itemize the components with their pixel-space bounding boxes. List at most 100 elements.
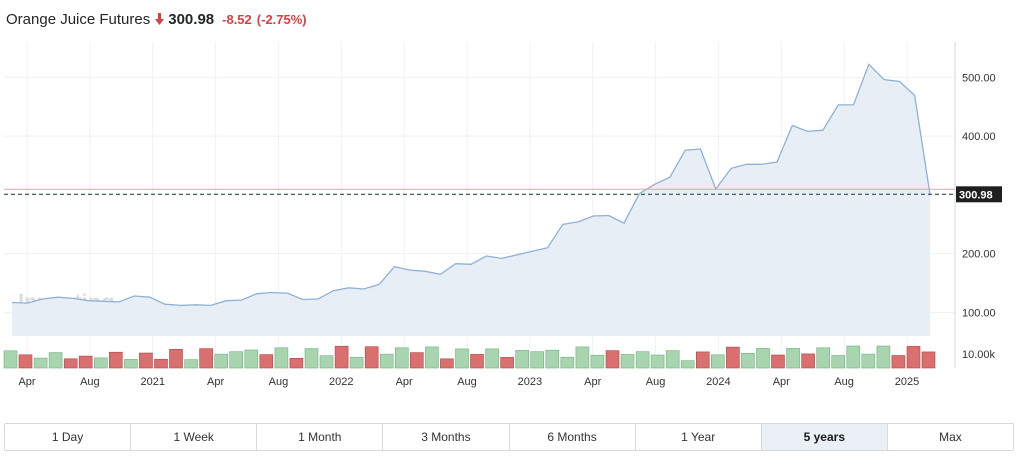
volume-bar bbox=[394, 347, 409, 369]
volume-bar bbox=[816, 347, 831, 369]
volume-bar bbox=[756, 348, 770, 369]
volume-bar bbox=[801, 353, 815, 369]
volume-bar bbox=[440, 358, 454, 369]
x-tick-label: 2022 bbox=[329, 376, 353, 388]
volume-bar bbox=[244, 349, 259, 369]
volume-bar bbox=[33, 357, 48, 369]
x-tick-label: Aug bbox=[834, 376, 854, 388]
x-tick-label: Apr bbox=[207, 376, 224, 388]
volume-bar bbox=[695, 351, 710, 369]
volume-bar bbox=[334, 345, 349, 369]
volume-bar bbox=[921, 351, 936, 369]
x-tick-label: Aug bbox=[80, 376, 100, 388]
volume-bar bbox=[665, 350, 680, 369]
x-tick-label: Apr bbox=[584, 376, 601, 388]
volume-bar bbox=[575, 346, 590, 369]
volume-bar bbox=[274, 347, 289, 369]
volume-bar bbox=[3, 350, 18, 369]
volume-bar bbox=[710, 354, 725, 369]
range-button-3-months[interactable]: 3 Months bbox=[383, 424, 510, 450]
volume-bar bbox=[726, 346, 740, 369]
volume-bar bbox=[349, 356, 364, 369]
down-arrow-icon bbox=[155, 13, 165, 25]
x-tick-label: 2025 bbox=[895, 376, 919, 388]
volume-bar bbox=[771, 354, 785, 369]
volume-bar bbox=[846, 345, 861, 369]
volume-bar bbox=[741, 352, 755, 369]
volume-bar bbox=[650, 354, 665, 369]
volume-bar bbox=[635, 351, 650, 369]
volume-bar bbox=[409, 352, 424, 369]
volume-bar bbox=[259, 354, 274, 369]
x-tick-label: Aug bbox=[269, 376, 289, 388]
volume-bar bbox=[545, 349, 560, 369]
last-price-badge-label: 300.98 bbox=[959, 189, 993, 201]
range-button-6-months[interactable]: 6 Months bbox=[509, 424, 636, 450]
volume-bar bbox=[831, 355, 846, 369]
volume-bar bbox=[109, 351, 123, 369]
instrument-name: Orange Juice Futures bbox=[6, 10, 151, 28]
y-tick-label: 500.00 bbox=[962, 72, 996, 84]
time-range-selector: 1 Day 1 Week 1 Month 3 Months 6 Months 1 Year… bbox=[4, 423, 1014, 451]
volume-bar bbox=[620, 354, 635, 369]
volume-bar bbox=[515, 350, 530, 369]
price-change-percent: (-2.75%) bbox=[256, 11, 307, 27]
volume-bar bbox=[63, 358, 78, 369]
x-tick-label: Apr bbox=[773, 376, 790, 388]
price-chart[interactable]: Investing.com100.00200.00400.00500.00300… bbox=[0, 36, 1024, 396]
volume-bar bbox=[560, 356, 575, 369]
y-tick-label: 100.00 bbox=[962, 307, 996, 319]
volume-bar bbox=[364, 346, 379, 369]
volume-bar bbox=[485, 348, 499, 369]
range-button-1-year[interactable]: 1 Year bbox=[635, 424, 762, 450]
volume-bar bbox=[124, 359, 138, 369]
price-area bbox=[12, 64, 930, 337]
volume-bar bbox=[94, 357, 108, 369]
x-tick-label: Aug bbox=[457, 376, 477, 388]
x-tick-label: Apr bbox=[396, 376, 413, 388]
range-button-5-years[interactable]: 5 years bbox=[761, 424, 888, 450]
volume-axis-label: 10.00k bbox=[962, 349, 996, 361]
volume-bar bbox=[289, 357, 304, 369]
x-tick-label: 2023 bbox=[518, 376, 542, 388]
volume-bar bbox=[169, 348, 183, 369]
volume-bar bbox=[304, 348, 319, 369]
volume-bar bbox=[906, 346, 921, 369]
x-tick-label: 2024 bbox=[706, 376, 730, 388]
volume-bar bbox=[861, 353, 876, 369]
volume-bar bbox=[379, 353, 394, 369]
volume-bar bbox=[154, 358, 168, 369]
volume-bar bbox=[680, 360, 695, 369]
volume-bar bbox=[455, 348, 469, 369]
range-button-1-day[interactable]: 1 Day bbox=[5, 424, 132, 450]
volume-bar bbox=[425, 346, 439, 369]
volume-bar bbox=[184, 359, 198, 369]
x-tick-label: Aug bbox=[646, 376, 666, 388]
volume-bar bbox=[199, 348, 213, 369]
volume-bar bbox=[214, 353, 228, 369]
volume-bar bbox=[78, 355, 93, 369]
y-tick-label: 400.00 bbox=[962, 131, 996, 143]
x-tick-label: Apr bbox=[18, 376, 35, 388]
volume-bar bbox=[139, 352, 153, 369]
volume-bar bbox=[500, 357, 514, 369]
volume-bar bbox=[229, 351, 243, 369]
volume-bar bbox=[891, 355, 906, 369]
volume-bar bbox=[48, 352, 63, 369]
volume-bar bbox=[530, 351, 545, 369]
price-line bbox=[11, 63, 931, 307]
quote-header: Orange Juice Futures 300.98 -8.52 (-2.75… bbox=[6, 8, 307, 30]
volume-bar bbox=[18, 354, 33, 369]
volume-bar bbox=[876, 345, 891, 369]
y-tick-label: 200.00 bbox=[962, 249, 996, 261]
volume-bar bbox=[605, 350, 620, 369]
range-button-1-month[interactable]: 1 Month bbox=[257, 424, 384, 450]
range-button-max[interactable]: Max bbox=[887, 424, 1013, 450]
price-change: -8.52 bbox=[222, 11, 252, 27]
volume-bar bbox=[590, 354, 605, 369]
volume-bar bbox=[470, 354, 484, 369]
last-price-badge bbox=[956, 186, 1002, 203]
x-tick-label: 2021 bbox=[140, 376, 164, 388]
volume-bar bbox=[786, 348, 800, 369]
range-button-1-week[interactable]: 1 Week bbox=[131, 424, 258, 450]
